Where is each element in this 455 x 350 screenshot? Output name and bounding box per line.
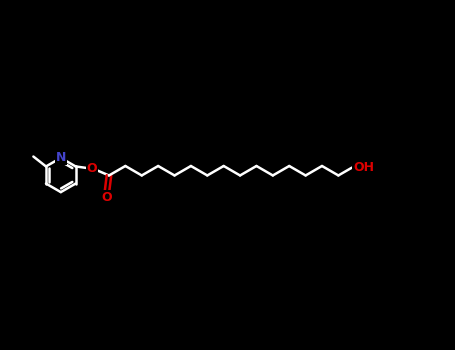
Text: O: O xyxy=(101,191,112,204)
Text: O: O xyxy=(86,162,97,175)
Text: OH: OH xyxy=(353,161,374,174)
Text: N: N xyxy=(56,152,66,164)
